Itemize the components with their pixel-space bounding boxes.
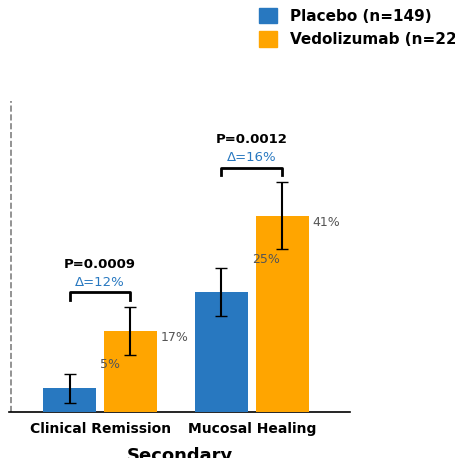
Text: 17%: 17% <box>161 331 189 344</box>
Text: Δ=12%: Δ=12% <box>75 276 125 289</box>
Text: P=0.0009: P=0.0009 <box>64 258 136 271</box>
Text: 41%: 41% <box>313 216 340 229</box>
Text: Δ=16%: Δ=16% <box>227 151 277 164</box>
Bar <box>104 331 157 412</box>
Bar <box>256 216 308 412</box>
X-axis label: Secondary: Secondary <box>126 447 233 458</box>
Legend: Placebo (n=149), Vedolizumab (n=22: Placebo (n=149), Vedolizumab (n=22 <box>259 8 455 47</box>
Text: 5%: 5% <box>100 359 120 371</box>
Text: 25%: 25% <box>252 253 280 266</box>
Text: P=0.0012: P=0.0012 <box>216 133 288 146</box>
Bar <box>43 388 96 412</box>
Bar <box>195 292 248 412</box>
